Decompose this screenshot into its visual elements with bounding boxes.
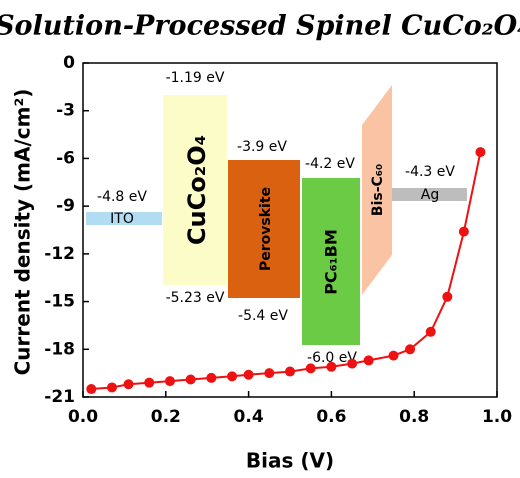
level-label: -4.2 eV bbox=[305, 156, 355, 172]
data-point bbox=[305, 363, 316, 374]
data-point bbox=[123, 379, 134, 390]
y-tick-label: -18 bbox=[44, 339, 75, 359]
data-point bbox=[425, 326, 436, 337]
level-label: -3.9 eV bbox=[237, 139, 287, 155]
level-label: -1.19 eV bbox=[166, 70, 225, 86]
x-tick-label: 0.2 bbox=[151, 407, 181, 427]
data-point bbox=[388, 350, 399, 361]
y-tick-label: -9 bbox=[56, 196, 75, 216]
energy-diagram: -4.8 eV ITO -1.19 eV -5.23 eV CuCo₂O₄ -3.9 eV… bbox=[86, 70, 467, 366]
data-point bbox=[227, 371, 238, 382]
energy-level bbox=[163, 95, 227, 285]
data-point bbox=[363, 355, 374, 366]
plot-area bbox=[86, 147, 486, 395]
material-label: Perovskite bbox=[258, 187, 274, 271]
y-tick-label: -3 bbox=[56, 101, 75, 121]
y-tick-label: 0 bbox=[63, 53, 75, 73]
data-point bbox=[458, 226, 469, 237]
y-tick-label: -21 bbox=[44, 387, 75, 407]
material-label: Bis-C₆₀ bbox=[370, 164, 386, 216]
energy-level bbox=[302, 178, 360, 345]
data-point bbox=[264, 368, 275, 379]
data-point bbox=[206, 372, 217, 383]
level-label: -4.8 eV bbox=[97, 189, 147, 205]
energy-level bbox=[392, 188, 467, 201]
data-point bbox=[405, 344, 416, 355]
level-label: -4.3 eV bbox=[405, 164, 455, 180]
data-point bbox=[243, 369, 254, 380]
x-axis-label: Bias (V) bbox=[246, 449, 334, 473]
level-label: -5.23 eV bbox=[166, 290, 225, 306]
chart-title: Solution-Processed Spinel CuCo₂O₄ bbox=[0, 11, 520, 42]
x-tick-label: 0.6 bbox=[316, 407, 346, 427]
y-tick-label: -12 bbox=[44, 244, 75, 264]
x-tick-label: 0.0 bbox=[68, 407, 98, 427]
data-point bbox=[185, 374, 196, 385]
y-axis-label: Current density (mA/cm²) bbox=[11, 89, 35, 376]
energy-level bbox=[362, 85, 392, 295]
x-tick-label: 0.4 bbox=[234, 407, 264, 427]
data-point bbox=[326, 361, 337, 372]
energy-level bbox=[228, 160, 300, 298]
data-point bbox=[164, 376, 175, 387]
y-tick-label: -6 bbox=[56, 148, 75, 168]
material-label: PC₆₁BM bbox=[322, 229, 341, 295]
x-tick-label: 0.8 bbox=[399, 407, 429, 427]
data-point bbox=[285, 366, 295, 377]
level-label: -5.4 eV bbox=[238, 308, 288, 324]
x-tick-label: 1.0 bbox=[482, 407, 512, 427]
data-point bbox=[106, 382, 117, 393]
data-point bbox=[442, 291, 453, 302]
material-label: CuCo₂O₄ bbox=[183, 135, 211, 245]
level-label: Ag bbox=[421, 187, 439, 203]
data-point bbox=[347, 358, 358, 369]
data-point bbox=[475, 147, 486, 158]
data-point bbox=[86, 384, 97, 395]
y-tick-label: -15 bbox=[44, 292, 75, 312]
data-point bbox=[144, 377, 155, 388]
axes-frame bbox=[82, 62, 498, 398]
level-label: -6.0 eV bbox=[307, 350, 357, 366]
level-label: ITO bbox=[110, 211, 134, 227]
energy-level bbox=[86, 212, 162, 225]
